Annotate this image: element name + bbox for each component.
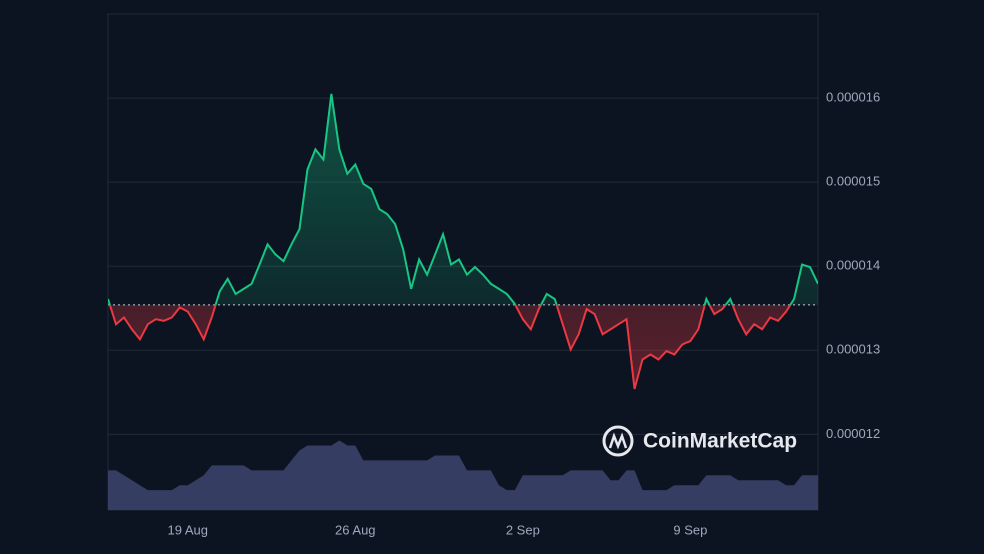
price-line-up — [108, 93, 818, 305]
price-line-down — [108, 304, 792, 390]
area-down — [108, 304, 818, 389]
y-tick-label: 0.000015 — [826, 174, 880, 189]
y-tick-label: 0.000014 — [826, 258, 880, 273]
watermark-text: CoinMarketCap — [643, 430, 797, 453]
volume-area — [108, 440, 818, 510]
logo — [602, 425, 634, 457]
area-up — [108, 93, 818, 305]
logo-mark — [608, 432, 628, 450]
x-tick-label: 9 Sep — [673, 522, 707, 537]
x-tick-label: 19 Aug — [168, 522, 209, 537]
y-tick-label: 0.000013 — [826, 342, 880, 357]
x-tick-label: 26 Aug — [335, 522, 376, 537]
y-tick-label: 0.000016 — [826, 90, 880, 105]
watermark: CoinMarketCap — [602, 425, 797, 457]
x-tick-label: 2 Sep — [506, 522, 540, 537]
y-tick-label: 0.000012 — [826, 426, 880, 441]
